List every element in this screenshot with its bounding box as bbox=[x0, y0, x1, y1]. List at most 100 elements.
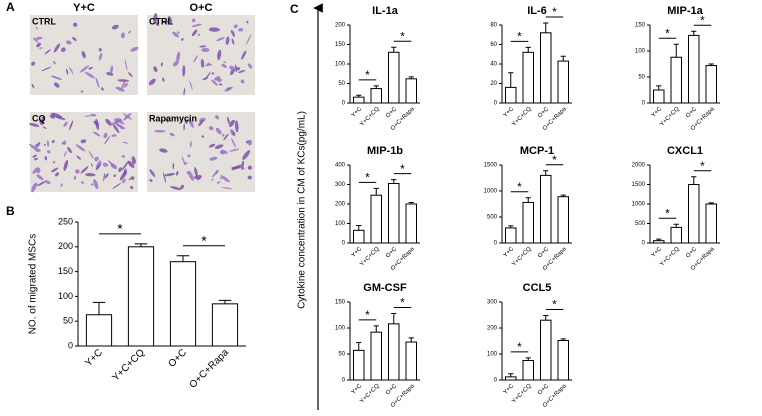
cell bbox=[245, 34, 252, 45]
cell bbox=[122, 178, 126, 184]
cell bbox=[36, 174, 44, 181]
cell bbox=[32, 167, 40, 174]
cell bbox=[122, 141, 129, 144]
y-tick-label: 1500 bbox=[632, 182, 646, 188]
cell bbox=[32, 154, 37, 158]
error-bar bbox=[218, 299, 232, 304]
y-tick-label: 300 bbox=[335, 182, 346, 188]
micrograph-label: Rapamycin bbox=[149, 113, 197, 123]
significance-label: * bbox=[365, 171, 370, 185]
error-bar bbox=[508, 225, 514, 228]
cell bbox=[28, 143, 38, 151]
cell bbox=[231, 166, 242, 169]
cell bbox=[39, 119, 44, 126]
error-bar bbox=[525, 197, 531, 203]
y-tick-label: 50 bbox=[63, 316, 73, 326]
cell bbox=[115, 86, 125, 92]
error-bar bbox=[673, 223, 679, 228]
cell bbox=[31, 182, 37, 193]
cell bbox=[201, 135, 205, 138]
cell bbox=[199, 45, 207, 48]
bar bbox=[353, 229, 365, 244]
bar bbox=[688, 184, 700, 244]
panel-label: B bbox=[6, 204, 15, 218]
cell bbox=[61, 140, 67, 145]
cell bbox=[165, 117, 169, 123]
cell bbox=[209, 156, 218, 161]
cell bbox=[221, 133, 225, 137]
cell bbox=[37, 181, 46, 187]
bar bbox=[505, 227, 517, 244]
cell bbox=[94, 156, 99, 162]
cell bbox=[49, 114, 54, 119]
bar bbox=[370, 194, 382, 244]
cell bbox=[103, 132, 108, 139]
cell bbox=[98, 52, 103, 61]
cell bbox=[41, 66, 52, 72]
y-tick-label: 500 bbox=[635, 221, 646, 227]
y-axis-label: Cytokine concentration in CM of KCs(pg/m… bbox=[297, 111, 308, 309]
cell bbox=[53, 43, 61, 53]
cell bbox=[172, 162, 175, 170]
y-tick-label: 0 bbox=[494, 101, 498, 107]
cell bbox=[109, 65, 114, 75]
error-bar bbox=[373, 85, 379, 89]
cell bbox=[220, 175, 230, 183]
cell bbox=[200, 58, 205, 68]
cell bbox=[67, 146, 72, 154]
cell bbox=[50, 112, 62, 118]
bar bbox=[540, 174, 552, 244]
bar bbox=[505, 86, 517, 104]
cell bbox=[160, 62, 164, 67]
cell bbox=[172, 31, 179, 38]
bar bbox=[522, 201, 534, 244]
cell bbox=[123, 168, 127, 176]
chart-title: IL-6 bbox=[527, 5, 547, 17]
bar bbox=[688, 34, 700, 104]
cell bbox=[242, 150, 251, 160]
significance-label: * bbox=[552, 5, 557, 19]
cell bbox=[183, 123, 186, 131]
cell bbox=[223, 133, 229, 141]
bar bbox=[670, 226, 682, 244]
cell bbox=[61, 47, 66, 53]
cell bbox=[51, 139, 55, 144]
error-bar bbox=[373, 187, 379, 196]
cell bbox=[162, 77, 165, 82]
bar bbox=[388, 323, 400, 381]
y-tick-label: 150 bbox=[635, 23, 646, 29]
y-tick-label: 20 bbox=[490, 81, 497, 87]
bar bbox=[557, 60, 569, 104]
y-tick-label: 0 bbox=[642, 101, 646, 107]
significance-label: * bbox=[665, 26, 670, 40]
cell bbox=[63, 159, 69, 172]
cell bbox=[44, 155, 48, 161]
cell bbox=[120, 32, 126, 39]
error-bar bbox=[691, 30, 697, 36]
y-tick-label: 0 bbox=[68, 340, 73, 350]
cell bbox=[153, 66, 158, 72]
cell bbox=[220, 149, 228, 154]
cell bbox=[44, 49, 51, 55]
bar bbox=[522, 360, 534, 381]
chart-title: IL-1a bbox=[372, 5, 399, 17]
cell bbox=[121, 155, 126, 158]
cell bbox=[229, 119, 235, 128]
cell bbox=[103, 172, 106, 182]
cell bbox=[235, 64, 238, 73]
cell bbox=[236, 67, 241, 71]
cell bbox=[188, 118, 194, 128]
y-tick-label: 2000 bbox=[632, 163, 646, 169]
cell bbox=[37, 142, 41, 146]
x-tick-label: Y+C+CQ bbox=[511, 106, 533, 128]
cell bbox=[46, 140, 50, 147]
error-bar bbox=[391, 179, 397, 184]
bar bbox=[705, 65, 717, 104]
bar bbox=[505, 376, 517, 381]
cell bbox=[80, 181, 85, 184]
cell bbox=[191, 29, 198, 37]
significance-label: * bbox=[700, 159, 705, 173]
y-tick-label: 1500 bbox=[484, 163, 498, 169]
cell bbox=[66, 68, 69, 75]
